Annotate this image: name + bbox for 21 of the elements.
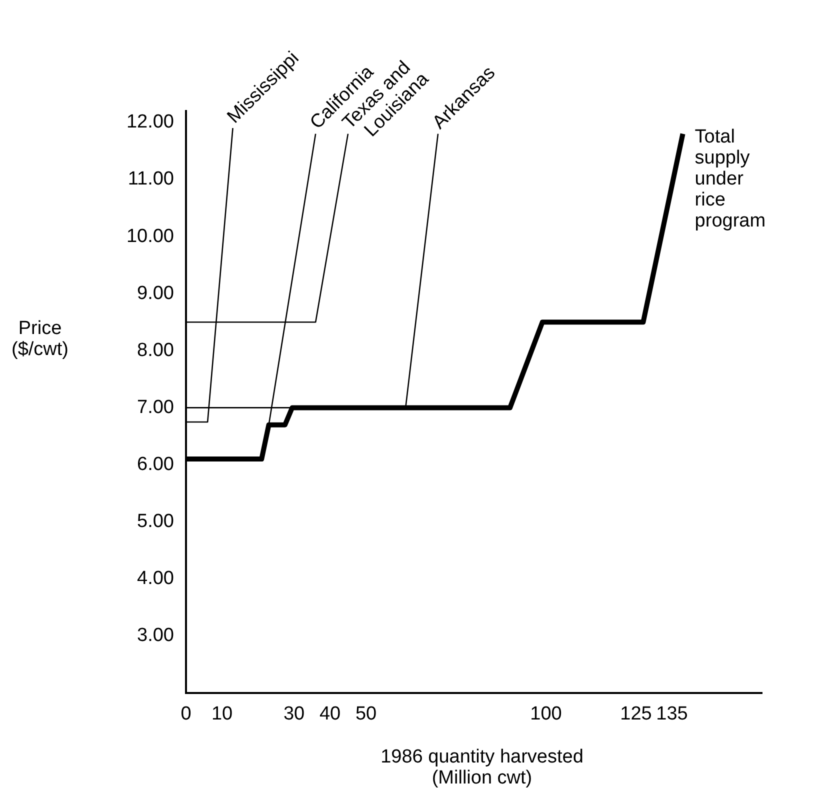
x-tick-label: 135 bbox=[656, 704, 688, 725]
series-label: Total supply under rice program bbox=[694, 126, 766, 232]
y-tick-label: 10.00 bbox=[126, 226, 174, 247]
y-tick-label: 6.00 bbox=[137, 454, 174, 475]
x-tick-label: 100 bbox=[530, 704, 562, 725]
x-tick-label: 30 bbox=[283, 704, 305, 725]
y-tick-label: 9.00 bbox=[137, 282, 174, 304]
y-tick-label: 4.00 bbox=[137, 568, 174, 590]
y-tick-label: 8.00 bbox=[137, 340, 174, 361]
y-tick-label: 12.00 bbox=[126, 112, 174, 133]
x-axis-title: 1986 quantity harvested (Million cwt) bbox=[380, 746, 584, 789]
x-tick-label: 0 bbox=[180, 704, 192, 725]
y-tick-label: 11.00 bbox=[128, 168, 174, 190]
y-tick-label: 5.00 bbox=[137, 511, 174, 532]
x-tick-label: 50 bbox=[355, 704, 377, 725]
y-tick-label: 7.00 bbox=[137, 396, 174, 418]
y-tick-label: 3.00 bbox=[137, 625, 174, 646]
x-tick-label: 10 bbox=[211, 704, 233, 725]
x-tick-label: 40 bbox=[319, 704, 341, 725]
y-axis-title: Price ($/cwt) bbox=[12, 318, 68, 360]
x-tick-label: 125 bbox=[620, 704, 652, 725]
